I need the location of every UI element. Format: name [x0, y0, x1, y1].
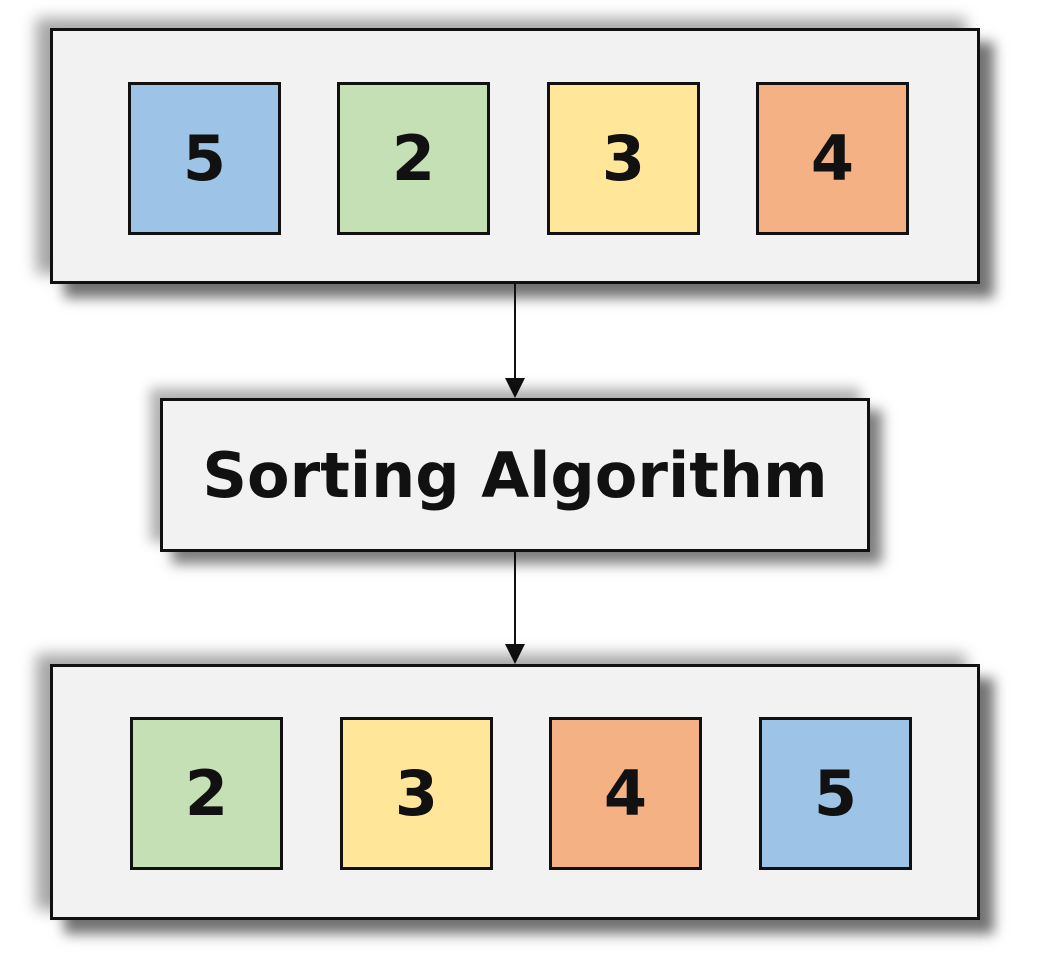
output-cell-2: 4 — [549, 717, 702, 870]
input-cell-value: 2 — [391, 122, 436, 195]
arrow-down-icon — [505, 378, 525, 398]
output-cell-0: 2 — [130, 717, 283, 870]
output-cell-value: 3 — [394, 757, 439, 830]
sorting-algorithm-box: Sorting Algorithm — [160, 398, 870, 552]
sorting-algorithm-label: Sorting Algorithm — [202, 438, 828, 512]
output-cell-value: 5 — [813, 757, 858, 830]
output-cell-value: 2 — [184, 757, 229, 830]
input-cell-0: 5 — [128, 82, 281, 235]
arrow-down-icon — [505, 644, 525, 664]
output-cell-1: 3 — [340, 717, 493, 870]
input-cell-value: 3 — [601, 122, 646, 195]
output-cell-3: 5 — [759, 717, 912, 870]
input-cell-3: 4 — [756, 82, 909, 235]
input-cell-1: 2 — [337, 82, 490, 235]
input-cell-2: 3 — [547, 82, 700, 235]
input-cell-value: 4 — [810, 122, 855, 195]
input-cell-value: 5 — [182, 122, 227, 195]
output-cell-value: 4 — [603, 757, 648, 830]
